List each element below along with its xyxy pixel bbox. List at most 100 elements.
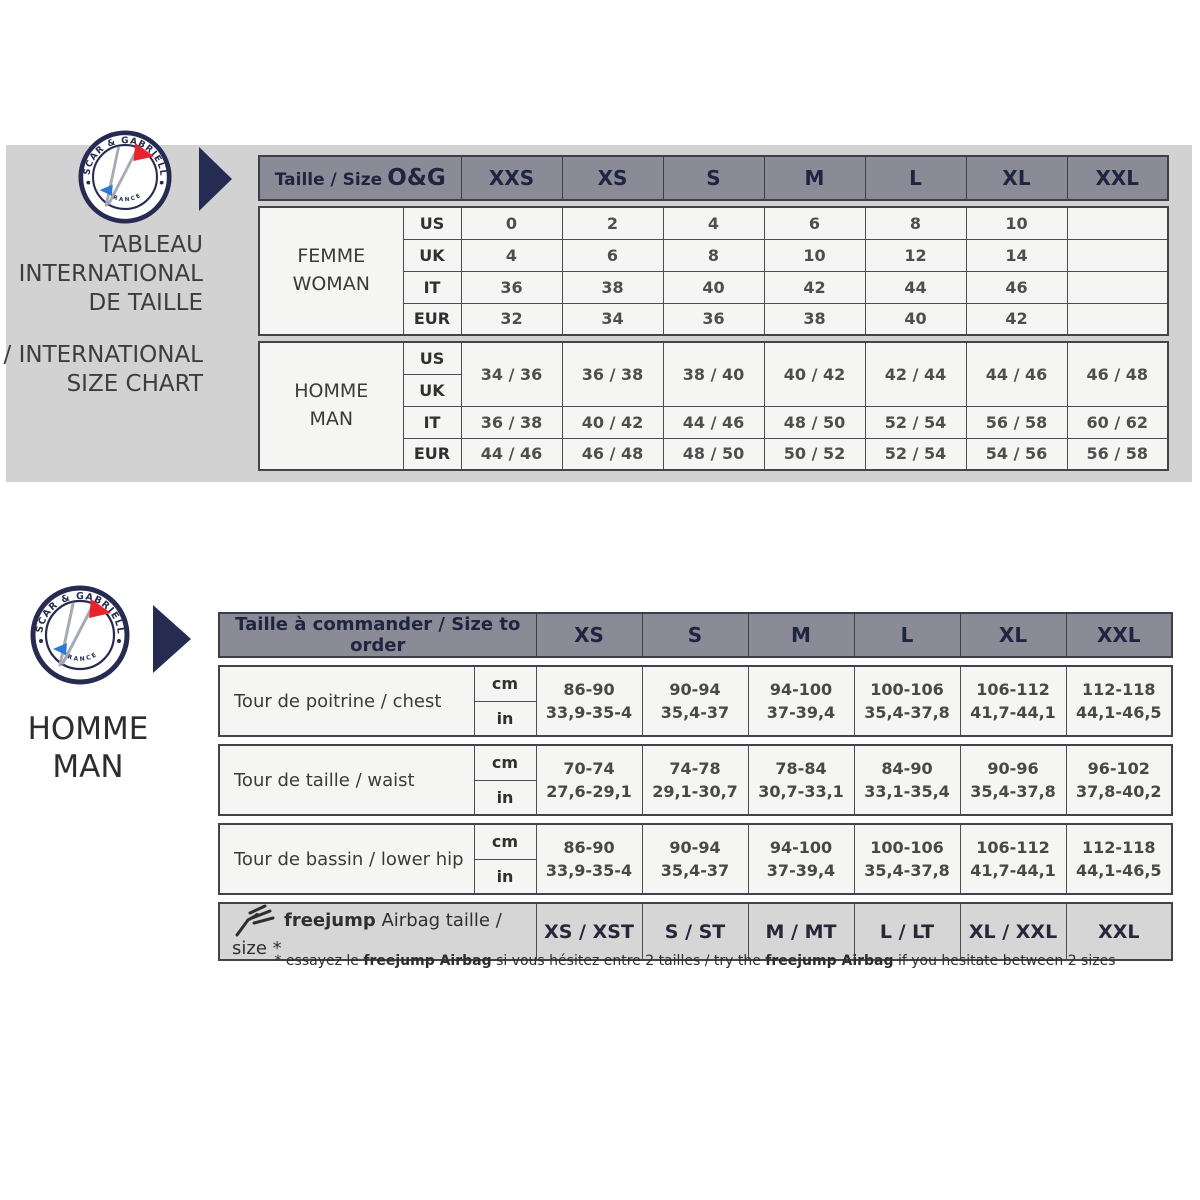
unit-in-label: in xyxy=(473,858,537,895)
airbag-size-cell: XS / XST xyxy=(535,902,643,961)
size-value-cell: 42 xyxy=(965,302,1068,336)
table-row: EUR 32 34 36 38 40 42 xyxy=(259,302,1169,336)
logo-blue-flag xyxy=(99,184,113,196)
size-value-cell: 46 / 48 xyxy=(561,437,664,471)
size-column-header: XS xyxy=(561,155,664,201)
unit-label: EUR xyxy=(402,302,462,336)
size-column-header: S xyxy=(662,155,765,201)
airbag-size-cell: S / ST xyxy=(641,902,749,961)
measurement-value-cell: 86-90 33,9-35-4 xyxy=(535,823,643,895)
size-column-header: XXS xyxy=(460,155,563,201)
table-row: Tour de taille / waist cm 70-74 27,6-29,1 74… xyxy=(218,744,1173,816)
measurement-value-cell: 106-112 41,7-44,1 xyxy=(959,823,1067,895)
airbag-size-block: freejump Airbag taille / size * XS / XST S… xyxy=(218,902,1174,961)
size-value-cell: 8 xyxy=(662,238,765,272)
size-column-header: S xyxy=(641,612,749,658)
top-table-header-row: Taille / Size O&G XXS XS S M L XL XXL xyxy=(258,155,1169,201)
measurement-label: Tour de poitrine / chest xyxy=(218,665,475,737)
measurement-value-cell: 106-112 41,7-44,1 xyxy=(959,665,1067,737)
measurement-value-cell: 84-90 33,1-35,4 xyxy=(853,744,961,816)
size-value-cell: 36 / 38 xyxy=(460,405,563,439)
size-value-cell: 40 / 42 xyxy=(763,341,866,407)
unit-label: US xyxy=(402,341,462,375)
measurement-value-cell: 96-102 37,8-40,2 xyxy=(1065,744,1173,816)
unit-label: UK xyxy=(402,373,462,407)
size-value-cell: 32 xyxy=(460,302,563,336)
logo-crossed-poles xyxy=(104,146,138,207)
femme-size-block: FEMME WOMAN US 0 2 4 6 8 10 UK 4 6 8 10 12 14 IT 36 38 40 42… xyxy=(258,206,1169,336)
size-value-cell: 52 / 54 xyxy=(864,405,967,439)
size-value-cell: 54 / 56 xyxy=(965,437,1068,471)
measurement-block: Tour de taille / waist cm 70-74 27,6-29,1 74… xyxy=(218,744,1173,816)
table-row: EUR 44 / 46 46 / 48 48 / 50 50 / 52 52 / 54 54… xyxy=(259,437,1169,471)
measurement-value-cell: 112-118 44,1-46,5 xyxy=(1065,823,1173,895)
logo-red-flag xyxy=(89,599,111,618)
unit-label: EUR xyxy=(402,437,462,471)
table-row: in xyxy=(219,700,1172,737)
unit-label: UK xyxy=(402,238,462,272)
size-value-cell xyxy=(1066,206,1169,240)
unit-cm-label: cm xyxy=(473,744,537,781)
unit-cm-label: cm xyxy=(473,665,537,702)
size-value-cell: 40 xyxy=(662,270,765,304)
size-value-cell: 14 xyxy=(965,238,1068,272)
logo-blue-flag xyxy=(53,643,67,655)
airbag-size-cell: L / LT xyxy=(853,902,961,961)
size-value-cell: 34 xyxy=(561,302,664,336)
size-column-header: XL xyxy=(965,155,1068,201)
size-value-cell xyxy=(1066,302,1169,336)
size-value-cell: 34 / 36 xyxy=(460,341,563,407)
measurement-label: Tour de taille / waist xyxy=(218,744,475,816)
table-row: Tour de poitrine / chest cm 86-90 33,9-35-4… xyxy=(218,665,1173,737)
size-column-header: L xyxy=(853,612,961,658)
table-row: freejump Airbag taille / size * XS / XST S… xyxy=(218,902,1173,961)
airbag-size-cell: XXL xyxy=(1065,902,1173,961)
freejump-dragonfly-icon xyxy=(235,904,275,937)
table-row: HOMME MAN US 34 / 36 36 / 38 38 / 40 40 / 42 42… xyxy=(258,341,1169,471)
size-value-cell: 40 / 42 xyxy=(561,405,664,439)
airbag-size-cell: M / MT xyxy=(747,902,855,961)
size-value-cell: 44 / 46 xyxy=(460,437,563,471)
bottom-size-table: Taille à commander / Size to order XS S M L X… xyxy=(218,612,1174,961)
oscar-gabrielle-logo: OSCAR & GABRIELLE FRANCE xyxy=(78,130,172,224)
title-line: / INTERNATIONAL xyxy=(3,342,203,368)
size-value-cell: 48 / 50 xyxy=(763,405,866,439)
group-label-femme: FEMME WOMAN xyxy=(258,206,404,336)
bottom-table-title: Taille à commander / Size to order xyxy=(218,612,537,658)
unit-cm-label: cm xyxy=(473,823,537,860)
measurement-value-cell: 100-106 35,4-37,8 xyxy=(853,823,961,895)
measurement-block: Tour de poitrine / chest cm 86-90 33,9-35-4… xyxy=(218,665,1173,737)
size-column-header: XS xyxy=(535,612,643,658)
size-value-cell: 36 xyxy=(662,302,765,336)
title-line: DE TAILLE xyxy=(88,290,204,316)
size-value-cell: 44 / 46 xyxy=(662,405,765,439)
logo-ring-bottom-text: FRANCE xyxy=(107,192,142,203)
size-column-header: XL xyxy=(959,612,1067,658)
size-value-cell: 44 xyxy=(864,270,967,304)
table-row: Tour de bassin / lower hip cm 86-90 33,9-35… xyxy=(218,823,1173,895)
size-value-cell: 6 xyxy=(763,206,866,240)
size-value-cell: 50 / 52 xyxy=(763,437,866,471)
arrow-triangle-icon xyxy=(199,147,232,211)
airbag-label-cell: freejump Airbag taille / size * xyxy=(218,902,537,961)
table-row: UK 4 6 8 10 12 14 xyxy=(259,238,1169,272)
size-value-cell xyxy=(1066,270,1169,304)
svg-text:FRANCE: FRANCE xyxy=(107,192,143,203)
size-column-header: L xyxy=(864,155,967,201)
title-line: TABLEAU xyxy=(99,232,203,258)
table-row: in xyxy=(219,858,1172,895)
measurement-value-cell: 94-100 37-39,4 xyxy=(747,665,855,737)
size-value-cell xyxy=(1066,238,1169,272)
table-row: IT 36 38 40 42 44 46 xyxy=(259,270,1169,304)
footnote: * essayez le freejump Airbag si vous hés… xyxy=(274,953,1116,969)
arrow-triangle-icon xyxy=(153,605,191,673)
table-row: FEMME WOMAN US 0 2 4 6 8 10 xyxy=(258,206,1169,336)
size-column-header: XXL xyxy=(1065,612,1173,658)
size-value-cell: 10 xyxy=(965,206,1068,240)
measurement-value-cell: 78-84 30,7-33,1 xyxy=(747,744,855,816)
title-line: SIZE CHART xyxy=(66,371,203,397)
size-value-cell: 4 xyxy=(662,206,765,240)
airbag-size-cell: XL / XXL xyxy=(959,902,1067,961)
size-value-cell: 38 / 40 xyxy=(662,341,765,407)
title-line: INTERNATIONAL xyxy=(18,261,203,287)
